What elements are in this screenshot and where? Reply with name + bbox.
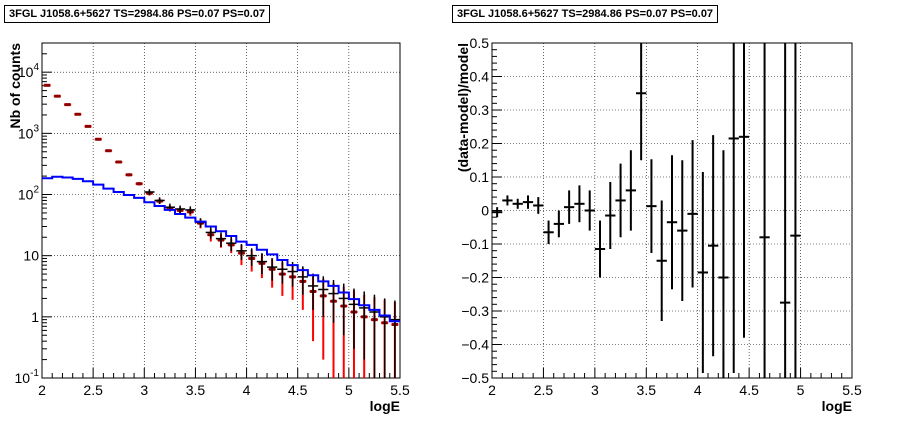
right-y-tick-label: −0.1	[461, 236, 489, 252]
right-x-tick-label: 4.5	[739, 382, 759, 398]
left-plot-frame	[41, 42, 401, 379]
left-plot-title: 3FGL J1058.6+5627 TS=2984.86 PS=0.07 PS=…	[4, 5, 271, 23]
left-x-tick-label: 2.5	[83, 382, 103, 398]
model-point-marker	[54, 94, 61, 98]
right-y-tick-label: 0.5	[470, 35, 490, 51]
right-x-tick-label: 5	[797, 382, 805, 398]
right-y-tick-label: 0.3	[470, 102, 490, 118]
model-point-marker	[74, 112, 81, 116]
right-x-tick-label: 3	[591, 382, 599, 398]
right-x-axis-label: logE	[822, 398, 852, 414]
model-point-marker	[44, 83, 51, 87]
right-y-tick-label: 0.2	[470, 136, 490, 152]
left-x-tick-label: 3	[140, 382, 148, 398]
model-point-marker	[125, 173, 132, 177]
left-x-tick-label: 2	[38, 382, 46, 398]
left-y-tick-label: 104	[18, 62, 40, 80]
right-x-tick-label: 2	[488, 382, 496, 398]
model-step-line	[42, 175, 400, 323]
right-y-tick-label: 0.1	[470, 169, 490, 185]
right-x-tick-label: 5.5	[842, 382, 862, 398]
right-y-tick-label: −0.2	[461, 270, 489, 286]
right-x-tick-label: 3.5	[637, 382, 657, 398]
left-x-tick-label: 4	[243, 382, 251, 398]
left-x-tick-label: 5.5	[390, 382, 410, 398]
left-x-tick-label: 5	[345, 382, 353, 398]
right-y-tick-label: 0	[481, 203, 489, 219]
right-y-tick-label: −0.3	[461, 303, 489, 319]
model-point-marker	[105, 149, 112, 153]
left-y-tick-label: 10	[23, 248, 39, 264]
model-point-marker	[95, 137, 102, 141]
left-x-tick-label: 4.5	[288, 382, 308, 398]
model-point-marker	[64, 103, 71, 107]
right-x-tick-label: 2.5	[534, 382, 554, 398]
model-point-marker	[115, 160, 122, 164]
left-x-axis-label: logE	[370, 398, 400, 414]
right-y-tick-label: 0.4	[470, 69, 490, 85]
model-point-marker	[136, 182, 143, 186]
right-plot-title: 3FGL J1058.6+5627 TS=2984.86 PS=0.07 PS=…	[452, 5, 719, 23]
model-point-marker	[85, 124, 92, 128]
left-y-tick-label: 1	[31, 309, 39, 325]
right-y-tick-label: −0.4	[461, 337, 489, 353]
right-y-tick-label: −0.5	[461, 370, 489, 386]
left-y-tick-label: 103	[18, 123, 40, 141]
right-y-axis-label: (data-model)/model	[455, 43, 471, 172]
left-y-axis-label: Nb of counts	[7, 43, 23, 129]
right-x-tick-label: 4	[694, 382, 702, 398]
left-x-tick-label: 3.5	[186, 382, 206, 398]
left-y-tick-label: 10-1	[15, 368, 40, 386]
left-y-tick-label: 102	[18, 185, 40, 203]
